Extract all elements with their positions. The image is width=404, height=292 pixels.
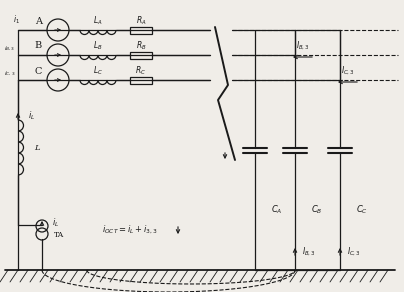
Text: B: B [35,41,42,51]
Text: $I_{B,3}$: $I_{B,3}$ [302,245,316,258]
Text: $R_C$: $R_C$ [135,65,147,77]
Text: $i_{OCT} = i_L + i_{3,3}$: $i_{OCT} = i_L + i_{3,3}$ [102,224,158,236]
Text: $C_C$: $C_C$ [356,204,368,216]
Text: $L_C$: $L_C$ [93,65,103,77]
Text: $i_{C,3}$: $i_{C,3}$ [4,70,15,78]
Text: C: C [35,67,42,76]
Text: A: A [35,17,42,25]
Text: $i_L$: $i_L$ [28,110,35,122]
Text: $I_{C,3}$: $I_{C,3}$ [341,65,355,77]
Text: $R_A$: $R_A$ [136,15,146,27]
Text: $R_B$: $R_B$ [136,40,146,52]
Text: $i_1$: $i_1$ [13,14,19,26]
Text: $I_{B,3}$: $I_{B,3}$ [296,40,310,52]
Text: $L_A$: $L_A$ [93,15,103,27]
Text: $I_{C,3}$: $I_{C,3}$ [347,245,361,258]
Text: $C_A$: $C_A$ [271,204,282,216]
Text: TA: TA [54,231,64,239]
Bar [130,51,152,58]
Text: $i_{B,3}$: $i_{B,3}$ [4,45,15,53]
Bar [130,77,152,84]
Text: $C_B$: $C_B$ [311,204,322,216]
Bar [130,27,152,34]
Text: $i_L$: $i_L$ [52,217,59,229]
Text: L: L [34,143,40,152]
Text: $L_B$: $L_B$ [93,40,103,52]
